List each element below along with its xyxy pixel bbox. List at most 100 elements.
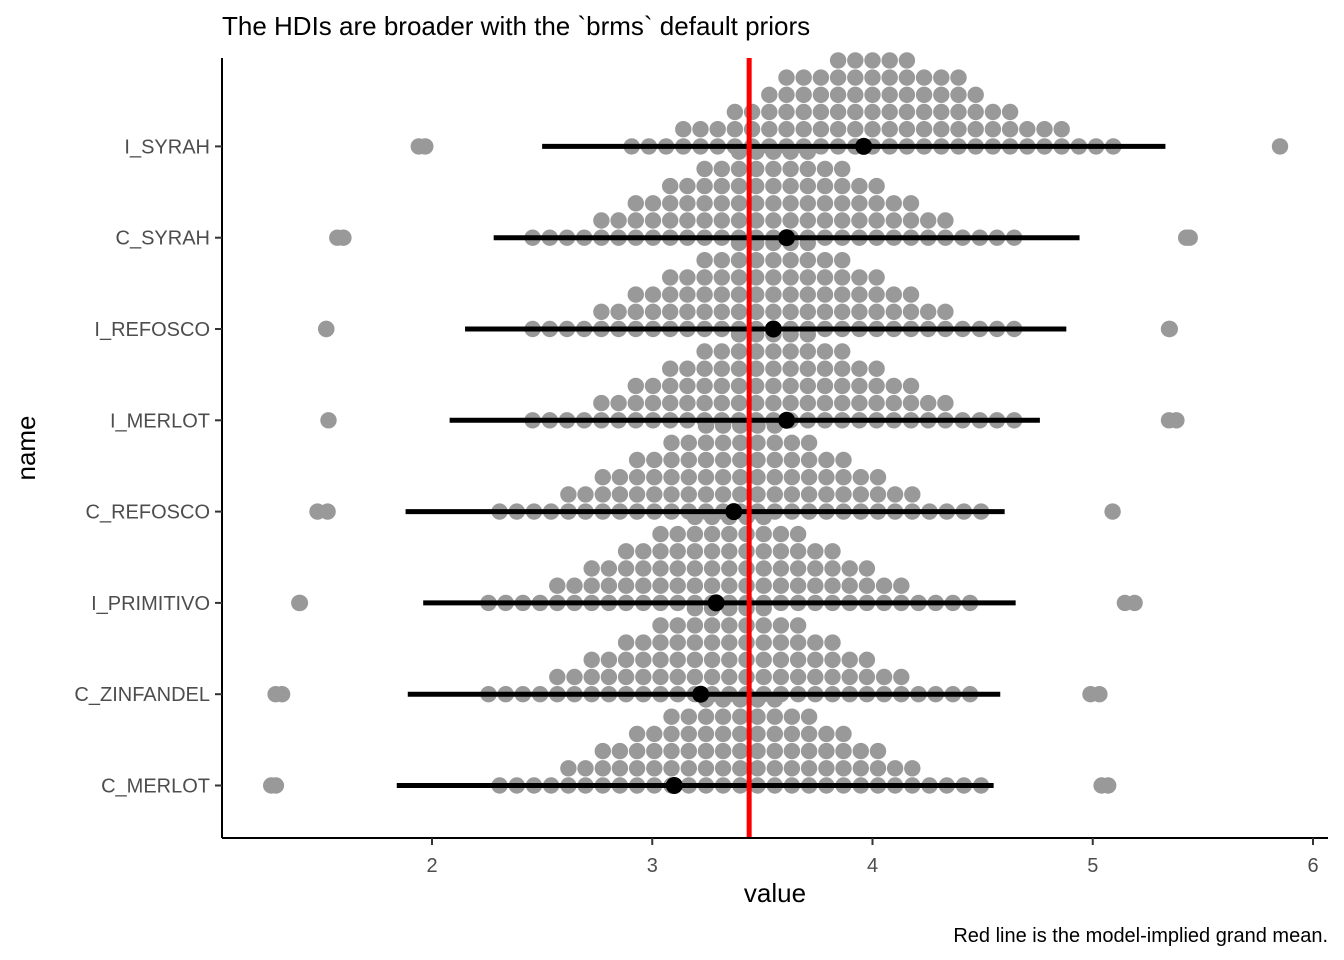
dot-i_primitivo [669, 560, 686, 577]
dot-c_merlot [680, 760, 697, 777]
dot-i_primitivo [617, 560, 635, 577]
dot-i_syrah [915, 86, 933, 104]
dot-i_syrah [864, 86, 881, 104]
dot-c_merlot [766, 742, 783, 760]
dot-c_zinfandel [772, 668, 790, 686]
dot-c_syrah [868, 177, 885, 195]
dot-c_syrah [730, 160, 748, 178]
dot-c_zinfandel [669, 617, 686, 634]
dot-i_syrah [1001, 103, 1019, 121]
dot-i_refosco [816, 303, 834, 320]
dot-i_primitivo [703, 543, 721, 560]
dots-layer [263, 52, 1289, 794]
dot-i_syrah [1019, 121, 1036, 138]
dot-i_merlot [782, 394, 799, 412]
dot-c_refosco [714, 451, 732, 469]
dot-i_refosco [868, 303, 885, 320]
dot-c_merlot [663, 742, 680, 760]
dot-c_syrah [696, 195, 713, 212]
dot-c_zinfandel [789, 617, 807, 634]
dot-c_refosco [869, 469, 887, 486]
dot-c_zinfandel [703, 651, 721, 668]
dot-i_syrah [898, 103, 916, 121]
dot-c_syrah [627, 212, 644, 229]
y-axis-ticks: C_MERLOT C_ZINFANDEL I_PRIMITIVO C_REFOSCO I… [74, 136, 222, 798]
outlier-dot-i_primitivo [1126, 594, 1143, 612]
dot-i_primitivo [755, 525, 772, 543]
dot-i_merlot [868, 377, 885, 395]
dot-i_syrah [778, 103, 795, 121]
dot-i_merlot [902, 394, 920, 412]
dot-i_refosco [799, 286, 816, 303]
dot-i_syrah [795, 103, 812, 121]
dot-i_merlot [730, 394, 748, 412]
dot-c_refosco [749, 469, 766, 486]
dot-c_merlot [800, 725, 818, 743]
dot-c_zinfandel [566, 668, 583, 686]
dot-i_primitivo [686, 560, 704, 577]
dot-i_primitivo [772, 543, 790, 560]
dot-i_refosco [713, 303, 730, 320]
dot-c_merlot [714, 760, 732, 777]
dot-c_zinfandel [721, 634, 738, 651]
dot-i_syrah [898, 121, 916, 138]
dot-c_refosco [732, 486, 749, 503]
dot-i_syrah [1053, 121, 1070, 138]
dot-c_merlot [732, 725, 749, 743]
dot-c_refosco [835, 469, 852, 486]
dot-i_merlot [696, 343, 713, 360]
outlier-dot-c_zinfandel [267, 686, 284, 703]
dot-c_zinfandel [669, 634, 686, 651]
dot-c_refosco [628, 469, 646, 486]
dot-c_syrah [937, 212, 954, 229]
dot-c_refosco [560, 486, 577, 503]
dot-c_syrah [816, 160, 834, 178]
dot-i_merlot [799, 394, 816, 412]
dot-i_syrah [864, 52, 881, 69]
dot-i_syrah [761, 103, 778, 121]
dot-i_refosco [662, 286, 679, 303]
dot-c_refosco [646, 486, 663, 503]
dot-i_refosco [748, 252, 765, 269]
dot-c_refosco [783, 451, 801, 469]
dot-c_zinfandel [824, 634, 841, 651]
dot-i_refosco [696, 269, 713, 286]
dot-c_merlot [835, 742, 852, 760]
dot-i_primitivo [789, 543, 807, 560]
dot-i_refosco [782, 286, 799, 303]
x-tick-label: 3 [647, 855, 658, 877]
dot-c_refosco [680, 486, 697, 503]
dot-i_refosco [748, 303, 765, 320]
dot-i_primitivo [669, 525, 686, 543]
dot-i_syrah [778, 69, 795, 86]
dot-i_primitivo [772, 577, 790, 594]
dot-i_syrah [692, 121, 709, 138]
mode-point-i_refosco [764, 320, 782, 338]
y-tick-label: I_MERLOT [110, 410, 210, 432]
dot-c_refosco [594, 469, 611, 486]
dot-i_merlot [868, 360, 885, 377]
dot-c_merlot [766, 708, 783, 725]
dot-c_zinfandel [617, 634, 635, 651]
dot-i_merlot [713, 394, 730, 412]
dot-i_primitivo [858, 560, 876, 577]
dot-c_zinfandel [652, 651, 669, 668]
dot-i_syrah [795, 69, 812, 86]
outlier-dot-c_syrah [329, 229, 346, 246]
dot-i_syrah [778, 121, 795, 138]
dot-c_zinfandel [617, 651, 635, 668]
dot-c_merlot [714, 708, 732, 725]
dot-i_refosco [730, 269, 748, 286]
dot-c_syrah [765, 177, 782, 195]
dot-c_merlot [818, 760, 835, 777]
dot-i_refosco [679, 286, 696, 303]
dot-i_merlot [816, 360, 834, 377]
dot-i_refosco [748, 269, 765, 286]
dot-i_syrah [950, 121, 967, 138]
dot-c_syrah [782, 212, 799, 229]
dot-i_syrah [829, 52, 847, 69]
dot-i_primitivo [841, 577, 858, 594]
dot-i_syrah [950, 86, 967, 104]
dot-c_merlot [714, 742, 732, 760]
dot-i_merlot [748, 360, 765, 377]
